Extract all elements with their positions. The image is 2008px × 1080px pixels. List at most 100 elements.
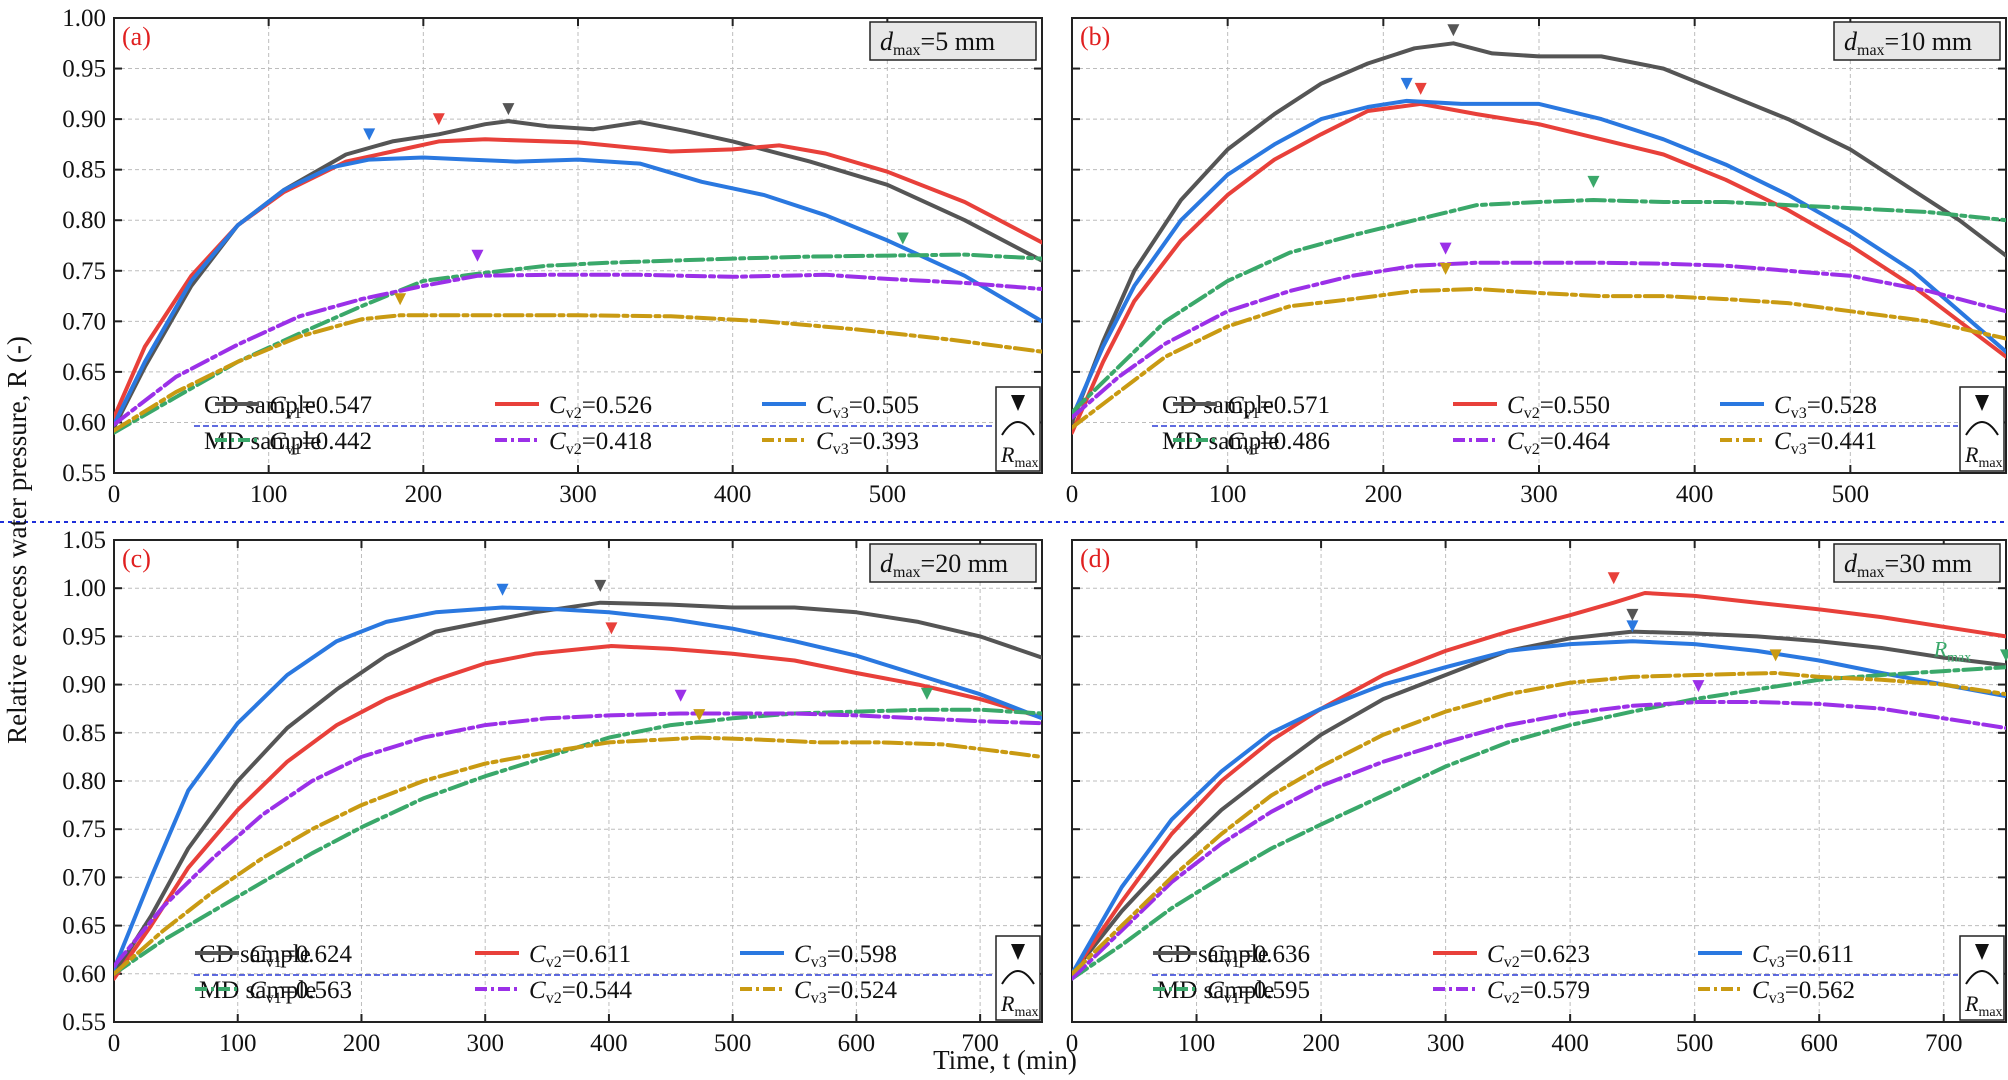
series-line-md1 (114, 707, 1042, 976)
series-line-cd3 (114, 155, 1042, 427)
legend-cv-value: =0.563 (282, 977, 352, 1004)
series-group (1072, 591, 2006, 981)
series-line-md2 (1072, 260, 2006, 420)
legend-sub: v2 (1524, 441, 1540, 458)
x-tick-label: 400 (1676, 481, 1714, 508)
x-tick-label: 300 (1520, 481, 1558, 508)
x-tick-label: 400 (714, 481, 752, 508)
y-tick-label: 0.85 (62, 157, 106, 184)
legend-entry-cd3: Cv3=0.528 (1774, 392, 1877, 422)
legend-cv-value: =0.547 (302, 392, 372, 419)
x-tick-label: 500 (1832, 481, 1870, 508)
series-line-cd1 (1072, 41, 2006, 425)
legend-sub: v3 (1769, 990, 1785, 1007)
y-tick-label: 0.95 (62, 623, 106, 650)
x-tick-label: 0 (108, 481, 121, 508)
rmax-curve-icon (1965, 970, 1999, 985)
gridlines (1072, 540, 2006, 1022)
legend-cv-value: =0.528 (1807, 392, 1877, 419)
legend-entry-md3: Cv3=0.441 (1774, 428, 1877, 458)
rmax-legend-sub: max (1978, 456, 2002, 471)
series-line-cd2 (1072, 101, 2006, 435)
peak-marker-cd3 (363, 128, 376, 141)
x-tick-label: 400 (1551, 1030, 1589, 1057)
legend-cv-value: =0.505 (849, 392, 919, 419)
x-tick-label: 300 (559, 481, 597, 508)
legend-cv-value: =0.595 (1240, 977, 1310, 1004)
panel-c: 0 100 200 300 400 500 600 700 0.55 0.60 0.65 0.70 0.… (62, 527, 1043, 1057)
peak-marker-cd3 (496, 583, 509, 596)
legend-sub: v3 (833, 441, 849, 458)
dmax-subscript: max (1857, 42, 1885, 59)
y-axis-label: Relative execess water pressure, R (-) (2, 336, 32, 744)
legend-cv-value: =0.611 (562, 941, 631, 968)
series-line-cd3 (1072, 639, 2006, 976)
y-tick-label: 1.00 (62, 5, 106, 32)
dmax-subscript: max (893, 42, 921, 59)
legend-entry-cd2: Cv2=0.623 (1487, 941, 1590, 971)
legend-cv-value: =0.441 (1807, 428, 1877, 455)
peak-marker-md3 (394, 293, 407, 306)
series-line-md1 (1072, 198, 2006, 415)
peak-marker-cd3 (1400, 77, 1413, 90)
peak-marker-md2 (1692, 680, 1705, 693)
dmax-subscript: max (1857, 564, 1885, 581)
peak-marker-cd2 (1414, 82, 1427, 95)
x-tick-label: 500 (714, 1030, 752, 1057)
legend-sub: v3 (811, 990, 827, 1007)
legend-sub: v2 (1504, 954, 1520, 971)
series-group (114, 600, 1042, 981)
series-line-md3 (1072, 671, 2006, 976)
legend-entry-cd3: Cv3=0.598 (794, 941, 897, 971)
x-tick-label: 500 (1676, 1030, 1714, 1057)
legend-entry-md2: Cv2=0.544 (529, 977, 633, 1007)
series-group (114, 119, 1042, 435)
dmax-value: =30 mm (1885, 549, 1973, 578)
legend-cv-value: =0.544 (562, 977, 633, 1004)
y-tick-label: 1.00 (62, 575, 106, 602)
x-tick-label: 0 (108, 1030, 121, 1057)
legend-entry-cd2: Cv2=0.526 (549, 392, 652, 422)
legend-sub: v2 (566, 405, 582, 422)
dmax-label: dmax=10 mm (1844, 27, 1972, 59)
dmax-box (869, 21, 1037, 61)
legend-entry-cd2: Cv2=0.550 (1507, 392, 1610, 422)
panel-letter: (b) (1080, 22, 1110, 51)
legend-cv-value: =0.464 (1540, 428, 1611, 455)
dmax-value: =5 mm (921, 27, 996, 56)
legend-cv-value: =0.579 (1520, 977, 1590, 1004)
y-tick-label: 0.95 (62, 56, 106, 83)
y-tick-label: 1.05 (62, 527, 106, 554)
peak-marker-cd1 (594, 579, 607, 592)
rmax-marker-icon (1975, 944, 1989, 960)
legend-entry-cd1: Cv1=0.624 (249, 941, 353, 971)
peak-marker-cd1 (1626, 608, 1639, 621)
legend-sub: v1 (286, 405, 302, 422)
legend-cv-value: =0.550 (1540, 392, 1610, 419)
y-tick-label: 0.55 (62, 1009, 106, 1036)
y-tick-label: 0.75 (62, 816, 106, 843)
x-tick-label: 200 (1302, 1030, 1340, 1057)
y-tick-label: 0.65 (62, 359, 106, 386)
y-tick-label: 0.55 (62, 460, 106, 487)
x-tick-label: 0 (1066, 481, 1079, 508)
x-tick-label: 700 (961, 1030, 999, 1057)
legend-cv-value: =0.571 (1260, 392, 1330, 419)
series-line-cd2 (1072, 591, 2006, 976)
rmax-curve-icon (1965, 421, 1999, 436)
y-tick-label: 0.80 (62, 768, 106, 795)
x-tick-label: 100 (250, 481, 288, 508)
y-tick-label: 0.80 (62, 207, 106, 234)
peak-marker-md1 (2000, 649, 2008, 662)
legend-sub: v2 (1504, 990, 1520, 1007)
x-tick-label: 700 (1925, 1030, 1963, 1057)
legend-sub: v3 (1791, 405, 1807, 422)
x-tick-label: 200 (405, 481, 443, 508)
series-line-cd3 (114, 605, 1042, 971)
y-tick-label: 0.90 (62, 106, 106, 133)
peak-marker-cd2 (1607, 572, 1620, 585)
peak-marker-cd3 (1626, 620, 1639, 633)
